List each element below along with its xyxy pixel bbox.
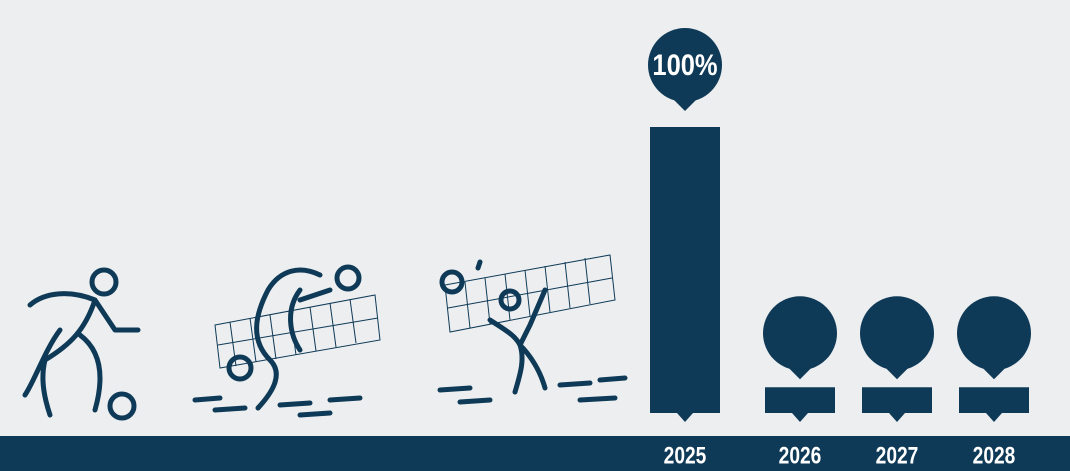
pin-tip — [786, 365, 814, 380]
bar-notch — [986, 413, 1002, 422]
bar — [650, 127, 720, 413]
volleyball-pictogram — [192, 264, 381, 418]
bar-notch — [889, 413, 905, 422]
x-tick-label: 2028 — [973, 441, 1016, 469]
bar-notch — [792, 413, 808, 422]
pin-head — [648, 28, 722, 102]
soccer-pictogram — [22, 267, 141, 421]
baseline-band — [0, 436, 1070, 471]
bar — [959, 387, 1029, 413]
pin-head — [860, 296, 934, 371]
x-tick-label: 2027 — [876, 441, 919, 469]
x-tick-label: 2025 — [664, 441, 707, 469]
bar — [765, 387, 835, 413]
pin-head — [957, 296, 1031, 371]
volleyball-pictogram — [437, 254, 628, 405]
bar — [862, 387, 932, 413]
pin-tip — [883, 365, 911, 380]
pin-tip — [671, 97, 699, 111]
x-tick-label: 2026 — [779, 441, 822, 469]
value-label: 100% — [652, 48, 717, 81]
bar-notch — [677, 413, 693, 422]
pin-tip — [980, 365, 1008, 380]
pin-head — [763, 296, 837, 371]
